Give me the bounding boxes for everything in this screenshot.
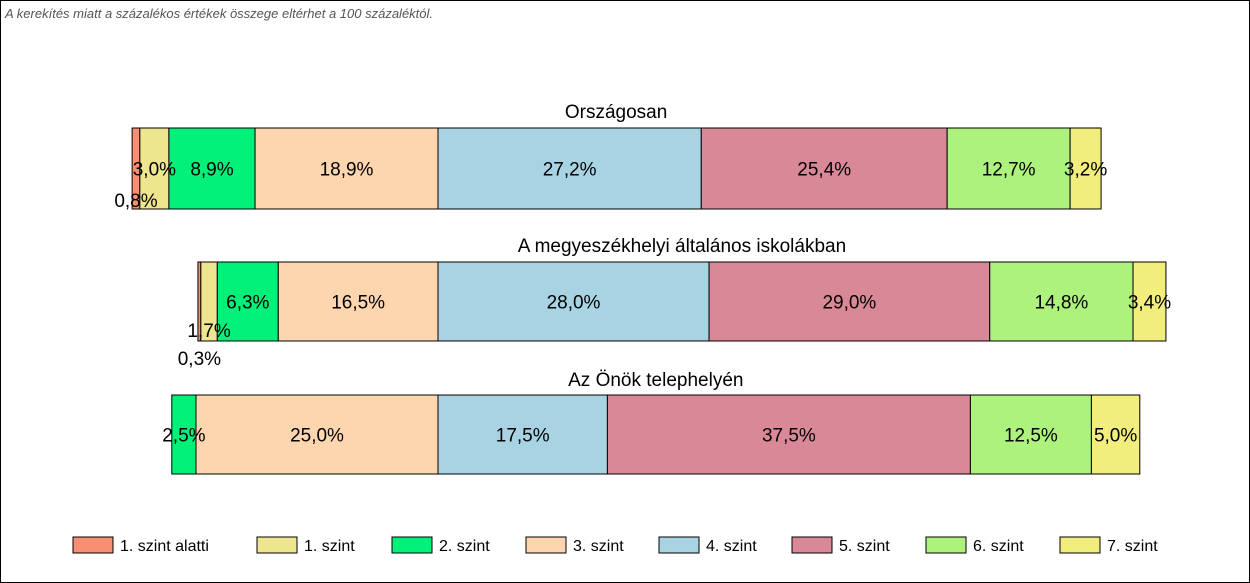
data-label: 3,4% — [1128, 293, 1171, 314]
bar-segment — [139, 127, 170, 210]
bar-segment — [277, 261, 439, 342]
bar-segment — [989, 261, 1134, 342]
data-label: 18,9% — [320, 160, 374, 181]
data-label: 0,3% — [178, 349, 221, 370]
legend-swatch — [925, 536, 967, 554]
bar-segment — [437, 127, 702, 210]
bar-segment — [946, 127, 1071, 210]
legend-swatch — [1059, 536, 1101, 554]
legend-label: 7. szint — [1107, 538, 1158, 555]
bar-segment — [606, 394, 971, 475]
data-label: 25,0% — [290, 426, 344, 447]
legend-label: 4. szint — [706, 538, 757, 555]
legend-label: 2. szint — [439, 538, 490, 555]
rounding-note: A kerekítés miatt a százalékos értékek ö… — [5, 6, 434, 21]
data-label: 14,8% — [1034, 293, 1088, 314]
bar-segment — [195, 394, 439, 475]
bar-segment — [700, 127, 948, 210]
data-label: 29,0% — [822, 293, 876, 314]
data-label: 27,2% — [543, 160, 597, 181]
bar-segment — [1069, 127, 1102, 210]
bar-segment — [1132, 261, 1167, 342]
data-label: 1,7% — [187, 321, 230, 342]
legend-swatch — [791, 536, 833, 554]
legend-label: 3. szint — [573, 538, 624, 555]
bar-title: A megyeszékhelyi általános iskolákban — [518, 236, 846, 257]
data-label: 25,4% — [797, 160, 851, 181]
bar-segment — [1090, 394, 1141, 475]
legend-swatch — [525, 536, 567, 554]
data-label: 2,5% — [162, 426, 205, 447]
legend-swatch — [391, 536, 433, 554]
data-label: 28,0% — [547, 293, 601, 314]
data-label: 12,5% — [1004, 426, 1058, 447]
data-label: 0,8% — [114, 191, 157, 212]
bar-title: Országosan — [565, 102, 667, 123]
bar-segment — [216, 261, 279, 342]
data-label: 3,0% — [133, 160, 176, 181]
data-label: 3,2% — [1064, 160, 1107, 181]
data-label: 6,3% — [226, 293, 269, 314]
legend-label: 6. szint — [973, 538, 1024, 555]
legend-swatch — [256, 536, 298, 554]
data-label: 12,7% — [982, 160, 1036, 181]
data-label: 5,0% — [1094, 426, 1137, 447]
legend-label: 1. szint alatti — [120, 538, 209, 555]
legend-swatch — [658, 536, 700, 554]
data-label: 37,5% — [762, 426, 816, 447]
data-label: 17,5% — [496, 426, 550, 447]
bar-segment — [171, 394, 197, 475]
bar-segment — [437, 394, 608, 475]
legend-label: 1. szint — [304, 538, 355, 555]
legend-swatch — [72, 536, 114, 554]
data-label: 16,5% — [331, 293, 385, 314]
bar-segment — [254, 127, 439, 210]
bar-segment — [708, 261, 991, 342]
legend-label: 5. szint — [839, 538, 890, 555]
data-label: 8,9% — [190, 160, 233, 181]
bar-title: Az Önök telephelyén — [568, 370, 743, 391]
bar-segment — [969, 394, 1092, 475]
